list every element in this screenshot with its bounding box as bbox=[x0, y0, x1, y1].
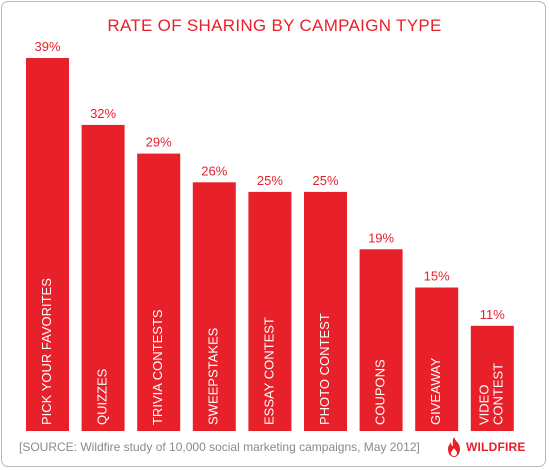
bar bbox=[192, 182, 236, 431]
bar bbox=[26, 58, 69, 431]
value-label: 26% bbox=[201, 163, 227, 178]
brand-name: WILDFIRE bbox=[466, 440, 526, 454]
category-label: TRIVIA CONTESTS bbox=[150, 309, 165, 425]
category-label: COUPONS bbox=[373, 359, 388, 425]
bar bbox=[304, 191, 347, 431]
chart-title: RATE OF SHARING BY CAMPAIGN TYPE bbox=[107, 16, 442, 35]
bar bbox=[248, 191, 292, 431]
source-note: [SOURCE: Wildfire study of 10,000 social… bbox=[19, 440, 420, 454]
category-label: QUIZZES bbox=[95, 368, 110, 425]
value-label: 29% bbox=[146, 135, 172, 150]
value-label: 19% bbox=[368, 230, 394, 245]
bar bbox=[137, 153, 181, 431]
bar bbox=[470, 325, 514, 431]
value-label: 15% bbox=[424, 269, 450, 284]
category-label: CONTEST bbox=[491, 363, 506, 425]
bar bbox=[81, 124, 125, 432]
bar bbox=[359, 249, 403, 431]
category-label: PICK YOUR FAVORITES bbox=[39, 278, 54, 425]
category-label: ESSAY CONTEST bbox=[261, 317, 276, 425]
brand-logo: WILDFIRE bbox=[446, 436, 526, 458]
category-label: VIDEO bbox=[477, 385, 492, 425]
category-label: PHOTO CONTEST bbox=[317, 313, 332, 425]
category-label: SWEEPSTAKES bbox=[206, 327, 221, 425]
value-label: 11% bbox=[480, 307, 505, 322]
flame-icon bbox=[448, 437, 460, 457]
category-label: GIVEAWAY bbox=[428, 357, 443, 425]
value-label: 39% bbox=[34, 39, 60, 54]
value-label: 25% bbox=[257, 173, 283, 188]
value-label: 32% bbox=[90, 106, 116, 121]
bar bbox=[415, 287, 459, 431]
value-label: 25% bbox=[312, 173, 338, 188]
